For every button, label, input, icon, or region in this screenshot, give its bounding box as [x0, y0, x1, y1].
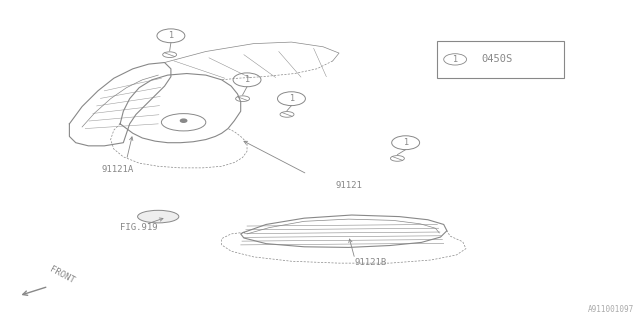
Text: A911001097: A911001097 — [588, 305, 634, 314]
Text: 1: 1 — [289, 94, 294, 103]
Text: 91121B: 91121B — [355, 258, 387, 267]
Bar — [437, 41, 564, 78]
Text: FRONT: FRONT — [49, 265, 76, 285]
Text: 1: 1 — [452, 55, 458, 64]
Text: FIG.919: FIG.919 — [120, 223, 158, 232]
Text: 1: 1 — [403, 138, 408, 147]
Text: 1: 1 — [244, 75, 250, 84]
Text: 0450S: 0450S — [482, 54, 513, 64]
Ellipse shape — [138, 210, 179, 223]
Text: 91121A: 91121A — [101, 165, 133, 174]
Circle shape — [180, 119, 187, 122]
Text: 91121: 91121 — [336, 181, 363, 190]
Text: 1: 1 — [168, 31, 173, 40]
